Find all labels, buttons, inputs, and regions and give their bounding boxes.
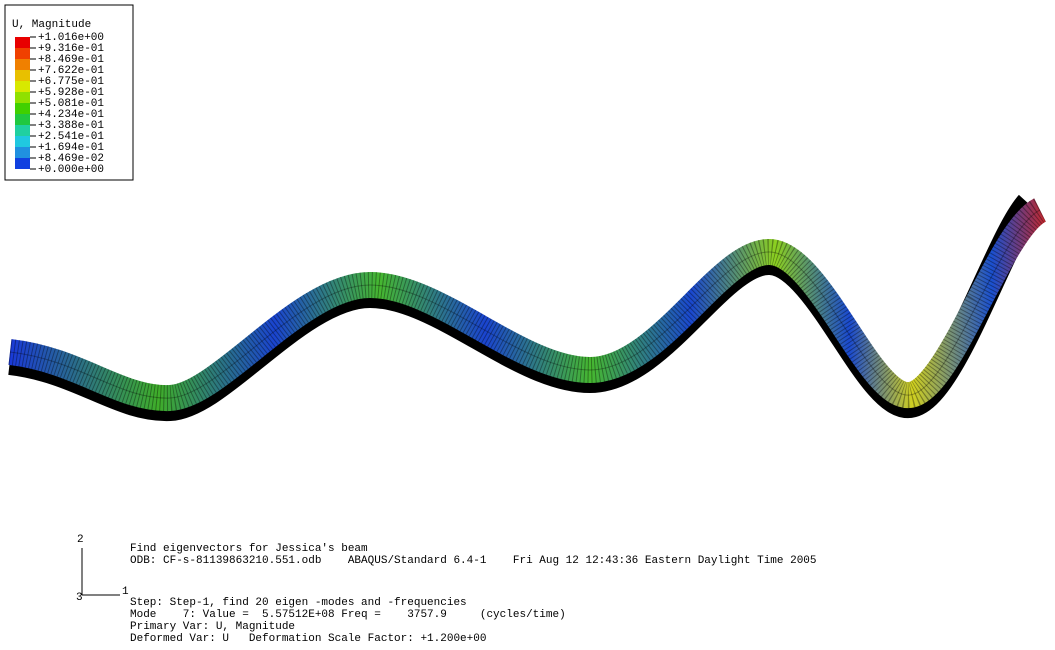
legend-swatch (15, 136, 30, 147)
legend-label: +4.234e-01 (38, 109, 104, 121)
triad: 2 1 3 (76, 534, 129, 604)
beam-body (8, 198, 1048, 412)
legend: +1.016e+00+9.316e-01+8.469e-01+7.622e-01… (15, 32, 104, 176)
legend-swatch (15, 37, 30, 48)
legend-label: +2.541e-01 (38, 131, 104, 143)
legend-label: +9.316e-01 (38, 43, 104, 55)
legend-swatch (15, 92, 30, 103)
legend-label: +0.000e+00 (38, 164, 104, 176)
info-line: ODB: CF-s-81139863210.551.odb ABAQUS/Sta… (130, 555, 817, 567)
beam (7, 194, 1048, 422)
legend-label: +5.081e-01 (38, 98, 104, 110)
legend-swatch (15, 158, 30, 169)
legend-label: +6.775e-01 (38, 76, 104, 88)
legend-swatch (15, 70, 30, 81)
info-line: Step: Step-1, find 20 eigen -modes and -… (130, 597, 467, 609)
legend-label: +8.469e-01 (38, 54, 104, 66)
legend-swatch (15, 147, 30, 158)
legend-swatch (15, 59, 30, 70)
beam-midline (9, 209, 1041, 399)
triad-label: 3 (76, 592, 83, 604)
info-line: Deformed Var: U Deformation Scale Factor… (130, 633, 486, 645)
legend-swatch (15, 103, 30, 114)
info-line: Mode 7: Value = 5.57512E+08 Freq = 3757.… (130, 609, 566, 621)
info-line: Find eigenvectors for Jessica's beam (130, 543, 368, 555)
legend-label: +5.928e-01 (38, 87, 104, 99)
legend-label: +8.469e-02 (38, 153, 104, 165)
triad-label: 2 (77, 534, 84, 546)
info-line: Primary Var: U, Magnitude (130, 621, 295, 633)
legend-label: +1.016e+00 (38, 32, 104, 44)
legend-swatch (15, 81, 30, 92)
info-block: Find eigenvectors for Jessica's beamODB:… (130, 543, 817, 645)
legend-title: U, Magnitude (12, 19, 91, 31)
legend-label: +7.622e-01 (38, 65, 104, 77)
legend-swatch (15, 48, 30, 59)
legend-label: +1.694e-01 (38, 142, 104, 154)
legend-swatch (15, 114, 30, 125)
legend-label: +3.388e-01 (38, 120, 104, 132)
legend-swatch (15, 125, 30, 136)
triad-label: 1 (122, 586, 129, 598)
